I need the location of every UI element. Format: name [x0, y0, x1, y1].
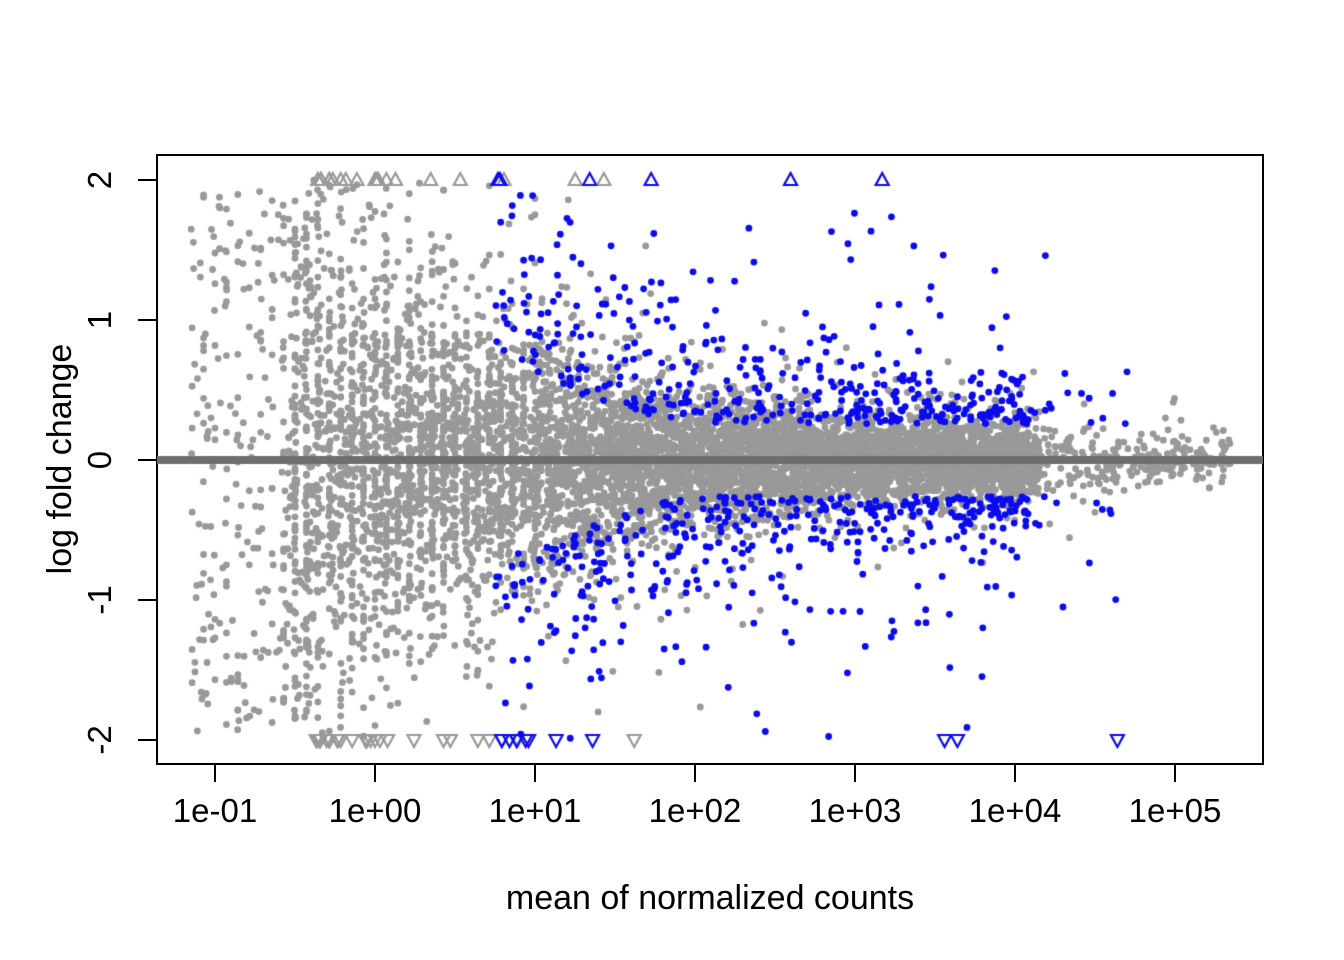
x-tick-mark: [374, 764, 376, 782]
x-tick-mark: [1014, 764, 1016, 782]
y-axis-title: log fold change: [41, 343, 79, 575]
x-tick-label: 1e+05: [1128, 792, 1222, 829]
x-tick-mark: [534, 764, 536, 782]
y-tick-label: 1: [81, 310, 118, 330]
x-tick-mark: [694, 764, 696, 782]
y-tick-mark: [138, 599, 157, 601]
y-tick-label: 0: [81, 450, 118, 470]
y-tick-label: -2: [81, 725, 118, 755]
y-tick-mark: [138, 179, 157, 181]
x-axis-title: mean of normalized counts: [505, 879, 915, 917]
x-tick-label: 1e+04: [968, 792, 1062, 829]
x-tick-mark: [214, 764, 216, 782]
x-tick-mark: [854, 764, 856, 782]
y-tick-mark: [138, 319, 157, 321]
x-tick-label: 1e-01: [172, 792, 258, 829]
x-tick-label: 1e+02: [648, 792, 742, 829]
y-tick-mark: [138, 459, 157, 461]
x-tick-mark: [1174, 764, 1176, 782]
y-tick-label: 2: [81, 170, 118, 190]
y-tick-mark: [138, 739, 157, 741]
x-tick-label: 1e+03: [808, 792, 902, 829]
scatter-canvas: [157, 155, 1263, 764]
x-tick-label: 1e+00: [328, 792, 422, 829]
x-tick-label: 1e+01: [488, 792, 582, 829]
y-tick-label: -1: [81, 585, 118, 615]
